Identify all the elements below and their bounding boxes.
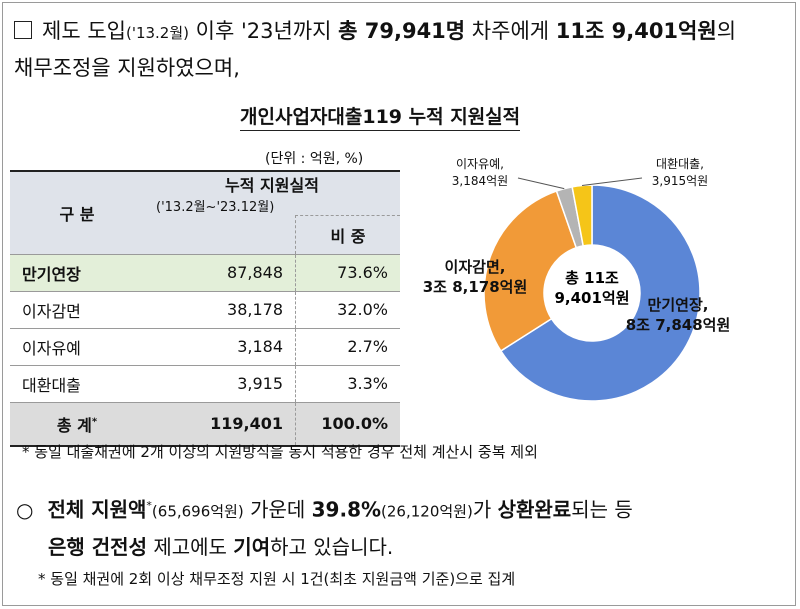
- summary-text: 가: [472, 497, 498, 522]
- slice-label-name: 만기연장,: [648, 296, 709, 314]
- donut-chart: 만기연장, 8조 7,848억원 이자감면, 3조 8,178억원 이자유예, 3,184…: [423, 157, 731, 402]
- footnote-1: * 동일 대출채권에 2개 이상의 지원방식을 동시 적용한 경우 전체 계산시…: [22, 443, 538, 461]
- header-share: 비 중: [295, 215, 400, 255]
- intro-text: 이후 '23년까지: [189, 19, 339, 43]
- summary-text: 하고 있습니다.: [270, 534, 394, 559]
- slice-label-value: 8조 7,848억원: [626, 316, 731, 334]
- pie-slice-2: [483, 190, 578, 352]
- row-share: 3.3%: [295, 365, 400, 403]
- row-share: 2.7%: [295, 328, 400, 366]
- intro-borrowers: 총 79,941명: [338, 19, 466, 43]
- header-cumulative: 누적 지원실적 ('13.2월~'23.12월): [144, 170, 400, 216]
- unit-label: (단위 : 억원, %): [265, 151, 364, 167]
- row-label: 만기연장: [10, 254, 144, 292]
- header-cumulative-title: 누적 지원실적: [225, 176, 319, 195]
- intro-paragraph: 제도 도입('13.2월) 이후 '23년까지 총 79,941명 차주에게 1…: [14, 14, 736, 86]
- summary-total-label: 전체 지원액: [47, 497, 147, 522]
- table-total-row: 총 계* 119,401 100.0%: [10, 402, 400, 447]
- row-value: 3,184: [144, 328, 296, 366]
- slice-label-name: 이자유예,: [456, 157, 504, 171]
- row-value: 3,915: [144, 365, 296, 403]
- row-value: 87,848: [144, 254, 296, 292]
- row-share: 32.0%: [295, 291, 400, 329]
- circle-bullet-icon: ○: [16, 497, 34, 522]
- total-value: 119,401: [144, 402, 296, 447]
- header-period: ('13.2월~'23.12월): [156, 200, 275, 215]
- slice-label-value: 3조 8,178억원: [423, 278, 528, 296]
- summary-text: 제고에도: [146, 534, 234, 559]
- center-total-line1: 총 11조: [565, 269, 619, 287]
- support-table: 구 분 누적 지원실적 ('13.2월~'23.12월) 비 중 만기연장 87…: [10, 170, 400, 447]
- table-row: 이자유예 3,184 2.7%: [10, 328, 400, 366]
- summary-text: 가운데: [243, 497, 312, 522]
- intro-amount: 11조 9,401억원: [555, 19, 717, 43]
- table-row: 이자감면 38,178 32.0%: [10, 291, 400, 329]
- slice-label-name: 이자감면,: [445, 258, 506, 276]
- row-label: 이자유예: [10, 328, 144, 366]
- table-row: 대환대출 3,915 3.3%: [10, 365, 400, 403]
- intro-text: 제도 도입: [42, 19, 126, 43]
- summary-line-2: 은행 건전성 제고에도 기여하고 있습니다.: [16, 530, 633, 565]
- slice-label-value: 3,184억원: [452, 174, 508, 188]
- summary-line-1: ○ 전체 지원액*(65,696억원) 가운데 39.8%(26,120억원)가 …: [16, 488, 633, 530]
- total-share: 100.0%: [295, 402, 400, 447]
- total-label: 총 계: [56, 415, 92, 435]
- checkbox-bullet-icon: [14, 21, 32, 39]
- summary-footnote-mark: *: [146, 499, 152, 512]
- center-total-line2: 9,401억원: [554, 289, 629, 307]
- intro-date: ('13.2월): [125, 24, 189, 42]
- row-value: 38,178: [144, 291, 296, 329]
- summary-percent: 39.8%: [311, 497, 382, 522]
- summary-soundness: 은행 건전성: [48, 534, 147, 559]
- intro-text: 의: [716, 19, 737, 43]
- slice-label-value: 3,915억원: [652, 174, 708, 188]
- header-blank: [144, 215, 296, 255]
- header-category: 구 분: [10, 170, 144, 255]
- pie-slice-1: [499, 184, 701, 402]
- summary-repaid: 상환완료: [497, 497, 572, 522]
- summary-contribution: 기여: [233, 534, 271, 559]
- summary-text: 되는 등: [571, 497, 633, 522]
- row-label: 대환대출: [10, 365, 144, 403]
- table-header-row-2: 비 중: [10, 215, 400, 255]
- total-label-cell: 총 계*: [10, 402, 144, 447]
- intro-text: 차주에게: [465, 19, 556, 43]
- table-header-row: 구 분 누적 지원실적 ('13.2월~'23.12월): [10, 170, 400, 255]
- intro-line-1: 제도 도입('13.2월) 이후 '23년까지 총 79,941명 차주에게 1…: [14, 14, 736, 51]
- pie-slice-4: [571, 184, 593, 247]
- row-share: 73.6%: [295, 254, 400, 292]
- summary-repaid-amount: (26,120억원): [381, 502, 473, 521]
- summary-total-amount: (65,696억원): [151, 502, 244, 521]
- intro-line-2: 채무조정을 지원하였으며,: [14, 56, 240, 80]
- chart-title: 개인사업자대출119 누적 지원실적: [240, 102, 521, 131]
- slice-label-name: 대환대출,: [656, 157, 704, 171]
- table-row: 만기연장 87,848 73.6%: [10, 254, 400, 292]
- summary-paragraph: ○ 전체 지원액*(65,696억원) 가운데 39.8%(26,120억원)가 …: [16, 488, 633, 565]
- total-footnote-mark: *: [91, 416, 98, 428]
- row-label: 이자감면: [10, 291, 144, 329]
- leader-line: [517, 177, 565, 190]
- leader-line: [581, 177, 643, 186]
- footnote-2: * 동일 채권에 2회 이상 채무조정 지원 시 1건(최초 지원금액 기준)으…: [38, 570, 516, 588]
